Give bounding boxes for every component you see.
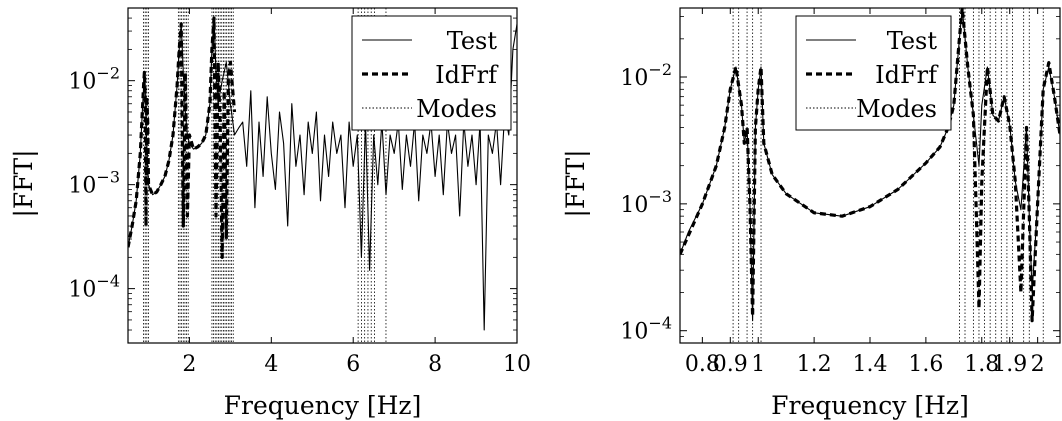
y-tick-label: 10−3: [620, 187, 672, 218]
series-line-idfrf: [128, 16, 237, 259]
legend: Test IdFrf Modes: [795, 15, 952, 131]
y-tick-label: 10−2: [620, 60, 672, 91]
x-tick-label: 1.2: [797, 352, 832, 377]
plot-area: [128, 8, 517, 343]
axes-frame: [127, 7, 518, 344]
x-tick-label: 2: [182, 352, 196, 377]
y-tick-label-exponent: −2: [96, 64, 120, 83]
y-tick-label-base: 10: [620, 193, 648, 218]
y-tick-label-exponent: −4: [648, 314, 672, 333]
x-tick-label: 1: [751, 352, 765, 377]
legend-label-modes: Modes: [856, 95, 937, 123]
y-tick-label-exponent: −3: [96, 168, 120, 187]
y-axis-label: |FFT|: [561, 149, 591, 217]
y-tick-label-base: 10: [620, 320, 648, 345]
y-tick-label-base: 10: [68, 70, 96, 95]
legend-label-modes: Modes: [416, 95, 497, 123]
x-tick-label: 1.6: [908, 352, 943, 377]
x-tick-label: 1.4: [853, 352, 888, 377]
y-tick-label-base: 10: [68, 174, 96, 199]
y-tick-label: 10−2: [68, 64, 120, 95]
x-axis-label: Frequency [Hz]: [224, 391, 422, 420]
legend-label-idfrf: IdFrf: [875, 61, 939, 89]
y-tick-label: 10−4: [620, 314, 672, 345]
x-axis-label: Frequency [Hz]: [771, 391, 969, 420]
x-tick-label: 0.9: [713, 352, 748, 377]
x-tick-label: 1.8: [964, 352, 999, 377]
legend-label-test: Test: [447, 27, 498, 55]
y-tick-label-exponent: −3: [648, 187, 672, 206]
chart-panel-2: 0.80.9 1 1.2 1.4 1.6 1.81.9 210−410−310−2Frequ…: [561, 7, 1061, 420]
y-tick-label-base: 10: [620, 66, 648, 91]
x-tick-label: 8: [428, 352, 442, 377]
x-tick-label: 4: [264, 352, 278, 377]
x-tick-label: 2: [1031, 352, 1045, 377]
y-tick-label: 10−4: [68, 272, 120, 303]
legend-box: [351, 15, 512, 131]
legend-label-idfrf: IdFrf: [435, 61, 499, 89]
y-tick-label-exponent: −4: [96, 272, 120, 291]
x-tick-label: 0.8: [685, 352, 720, 377]
x-tick-label: 6: [346, 352, 360, 377]
legend: Test IdFrf Modes: [351, 15, 512, 131]
y-tick-label: 10−3: [68, 168, 120, 199]
y-tick-label-base: 10: [68, 278, 96, 303]
y-axis-label: |FFT|: [9, 149, 39, 217]
x-tick-label: 10: [503, 352, 531, 377]
legend-label-test: Test: [887, 27, 938, 55]
x-tick-label: 1.9: [992, 352, 1027, 377]
y-tick-label-exponent: −2: [648, 60, 672, 79]
